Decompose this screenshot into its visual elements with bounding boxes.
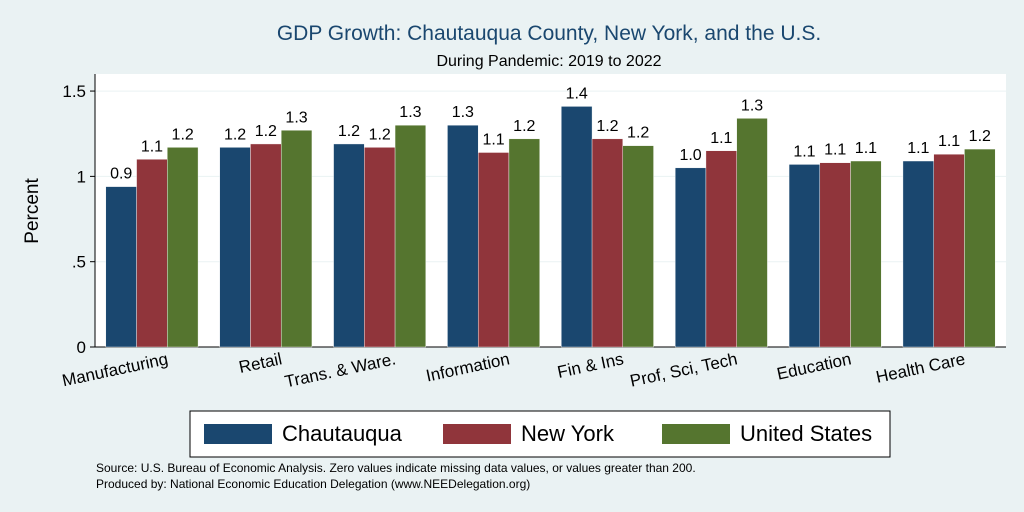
bar [394,124,427,348]
bar-value-label: 1.1 [855,140,877,157]
bar [167,147,199,348]
bar [477,152,510,348]
legend-swatch [662,424,730,444]
bar-value-label: 1.2 [596,118,618,135]
bar-value-label: 1.3 [741,97,763,114]
bar-value-label: 1.4 [566,85,588,102]
bar [736,118,768,348]
x-tick-label: Trans. & Ware. [283,349,398,391]
x-tick-label: Fin & Ins [556,349,626,382]
bar-value-label: 1.1 [824,142,846,159]
y-tick-label: 1 [77,167,86,186]
bar [850,160,882,348]
bar-value-label: 1.1 [907,140,929,157]
source-note: Source: U.S. Bureau of Economic Analysis… [96,461,696,475]
bar [561,106,593,348]
bar-value-label: 1.3 [399,104,421,121]
bar [933,153,965,348]
y-tick-label: .5 [72,253,86,272]
x-tick-label: Retail [237,349,283,377]
bar [447,124,479,348]
x-tick-label: Information [424,349,511,385]
bar-value-label: 1.1 [141,138,163,155]
bar [333,143,365,348]
bar [788,164,821,348]
bar [964,148,996,348]
bar-value-label: 1.0 [679,147,701,164]
chart-subtitle: During Pandemic: 2019 to 2022 [436,53,661,70]
bar-value-label: 0.9 [110,166,132,183]
legend-label: Chautauqua [282,421,403,446]
bar [819,162,851,348]
x-tick-label: Education [775,349,853,383]
bar [622,145,654,348]
y-axis-label: Percent [22,178,43,244]
bar-value-label: 1.1 [482,131,504,148]
bar [508,138,540,348]
bar [364,147,396,348]
legend: Chautauqua New York United States [189,410,891,458]
bar [136,159,168,348]
y-tick-label: 1.5 [62,82,86,101]
bar-value-label: 1.2 [513,118,535,135]
bar-value-label: 1.2 [255,123,277,140]
bar-value-label: 1.3 [452,104,474,121]
bar [705,150,737,348]
bar-value-label: 1.2 [338,123,360,140]
bar [674,167,707,348]
x-tick-label: Health Care [874,349,967,386]
producer-note: Produced by: National Economic Education… [96,477,530,491]
legend-box [189,410,891,458]
legend-swatch [443,424,511,444]
legend-swatch [204,424,272,444]
bar [250,143,282,348]
bar [280,130,313,348]
y-tick-label: 0 [77,338,86,357]
bar-value-label: 1.2 [369,126,391,143]
bar [591,138,624,348]
bar [219,147,251,348]
bar-value-label: 1.1 [793,143,815,160]
chart-title: GDP Growth: Chautauqua County, New York,… [277,22,821,45]
bar-value-label: 1.1 [710,130,732,147]
bar-value-label: 1.3 [285,109,307,126]
legend-label: United States [740,421,872,446]
bar-value-label: 1.2 [627,125,649,142]
bar [902,160,934,348]
bar-value-label: 1.2 [969,128,991,145]
bar-value-label: 1.1 [938,133,960,150]
x-tick-label: Prof, Sci, Tech [628,349,739,390]
legend-label: New York [521,421,615,446]
bar-value-label: 1.2 [224,126,246,143]
bar-value-label: 1.2 [172,126,194,143]
bar [105,186,137,348]
